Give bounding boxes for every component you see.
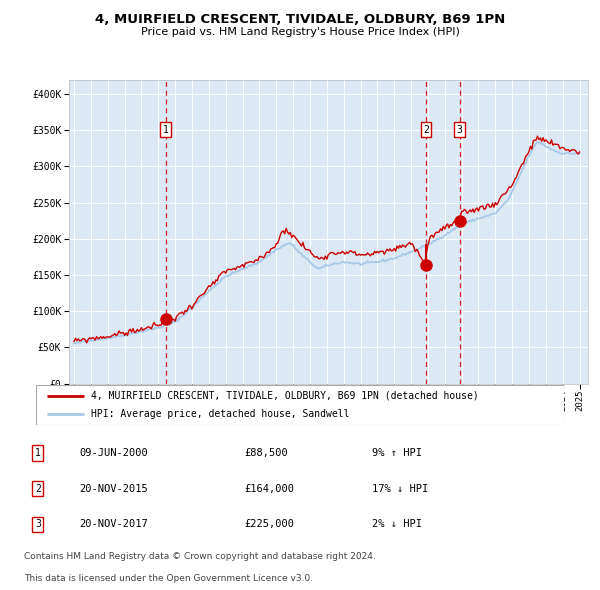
Text: 3: 3 xyxy=(35,519,41,529)
Text: 2: 2 xyxy=(423,125,429,135)
Text: This data is licensed under the Open Government Licence v3.0.: This data is licensed under the Open Gov… xyxy=(24,573,313,583)
Text: 9% ↑ HPI: 9% ↑ HPI xyxy=(372,448,422,458)
Text: 4, MUIRFIELD CRESCENT, TIVIDALE, OLDBURY, B69 1PN: 4, MUIRFIELD CRESCENT, TIVIDALE, OLDBURY… xyxy=(95,13,505,26)
Text: Price paid vs. HM Land Registry's House Price Index (HPI): Price paid vs. HM Land Registry's House … xyxy=(140,27,460,37)
Text: 20-NOV-2017: 20-NOV-2017 xyxy=(79,519,148,529)
Text: Contains HM Land Registry data © Crown copyright and database right 2024.: Contains HM Land Registry data © Crown c… xyxy=(24,552,376,560)
Text: £164,000: £164,000 xyxy=(245,484,295,494)
Text: 20-NOV-2015: 20-NOV-2015 xyxy=(79,484,148,494)
Text: 1: 1 xyxy=(35,448,41,458)
Text: 09-JUN-2000: 09-JUN-2000 xyxy=(79,448,148,458)
Text: £225,000: £225,000 xyxy=(245,519,295,529)
Text: 3: 3 xyxy=(457,125,463,135)
Text: £88,500: £88,500 xyxy=(245,448,289,458)
Text: HPI: Average price, detached house, Sandwell: HPI: Average price, detached house, Sand… xyxy=(91,409,350,419)
Text: 2: 2 xyxy=(35,484,41,494)
Text: 17% ↓ HPI: 17% ↓ HPI xyxy=(372,484,428,494)
Text: 2% ↓ HPI: 2% ↓ HPI xyxy=(372,519,422,529)
Text: 1: 1 xyxy=(163,125,169,135)
Text: 4, MUIRFIELD CRESCENT, TIVIDALE, OLDBURY, B69 1PN (detached house): 4, MUIRFIELD CRESCENT, TIVIDALE, OLDBURY… xyxy=(91,391,479,401)
